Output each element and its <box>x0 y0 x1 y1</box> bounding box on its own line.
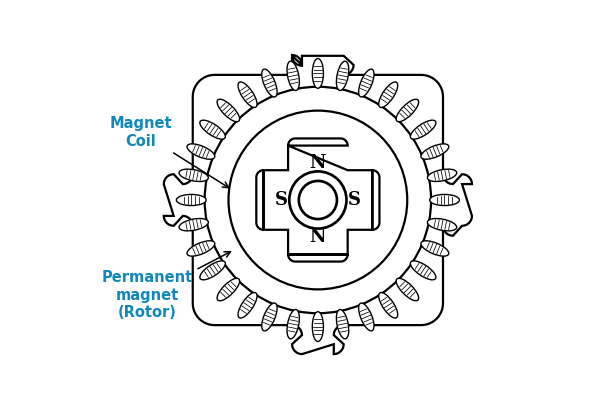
Ellipse shape <box>262 303 277 331</box>
Ellipse shape <box>176 194 206 206</box>
Text: N: N <box>310 228 326 246</box>
Circle shape <box>299 181 337 219</box>
Text: N: N <box>310 154 326 172</box>
Ellipse shape <box>337 310 349 339</box>
Circle shape <box>289 171 346 228</box>
Circle shape <box>205 87 431 313</box>
Ellipse shape <box>337 61 349 90</box>
Text: S: S <box>349 191 361 209</box>
Ellipse shape <box>238 292 257 318</box>
Ellipse shape <box>379 292 398 318</box>
Polygon shape <box>164 55 472 354</box>
Ellipse shape <box>359 303 374 331</box>
Ellipse shape <box>262 69 277 97</box>
Circle shape <box>229 111 407 289</box>
Ellipse shape <box>396 278 419 301</box>
Ellipse shape <box>200 261 226 280</box>
Ellipse shape <box>179 169 208 182</box>
Polygon shape <box>256 138 379 262</box>
Text: S: S <box>274 191 287 209</box>
Ellipse shape <box>313 58 323 88</box>
Text: Magnet
Coil: Magnet Coil <box>110 116 229 188</box>
Text: Permanent
magnet
(Rotor): Permanent magnet (Rotor) <box>101 252 230 320</box>
Ellipse shape <box>313 312 323 342</box>
Ellipse shape <box>396 99 419 122</box>
Ellipse shape <box>200 120 226 139</box>
Ellipse shape <box>287 61 299 90</box>
Ellipse shape <box>421 241 449 256</box>
Ellipse shape <box>359 69 374 97</box>
Ellipse shape <box>217 99 239 122</box>
Ellipse shape <box>410 120 436 139</box>
Ellipse shape <box>379 82 398 108</box>
Ellipse shape <box>287 310 299 339</box>
Ellipse shape <box>238 82 257 108</box>
Ellipse shape <box>217 278 239 301</box>
Ellipse shape <box>421 144 449 159</box>
Ellipse shape <box>187 241 215 256</box>
Ellipse shape <box>430 194 460 206</box>
Ellipse shape <box>179 218 208 231</box>
Ellipse shape <box>410 261 436 280</box>
Ellipse shape <box>427 169 457 182</box>
Ellipse shape <box>427 218 457 231</box>
Ellipse shape <box>187 144 215 159</box>
